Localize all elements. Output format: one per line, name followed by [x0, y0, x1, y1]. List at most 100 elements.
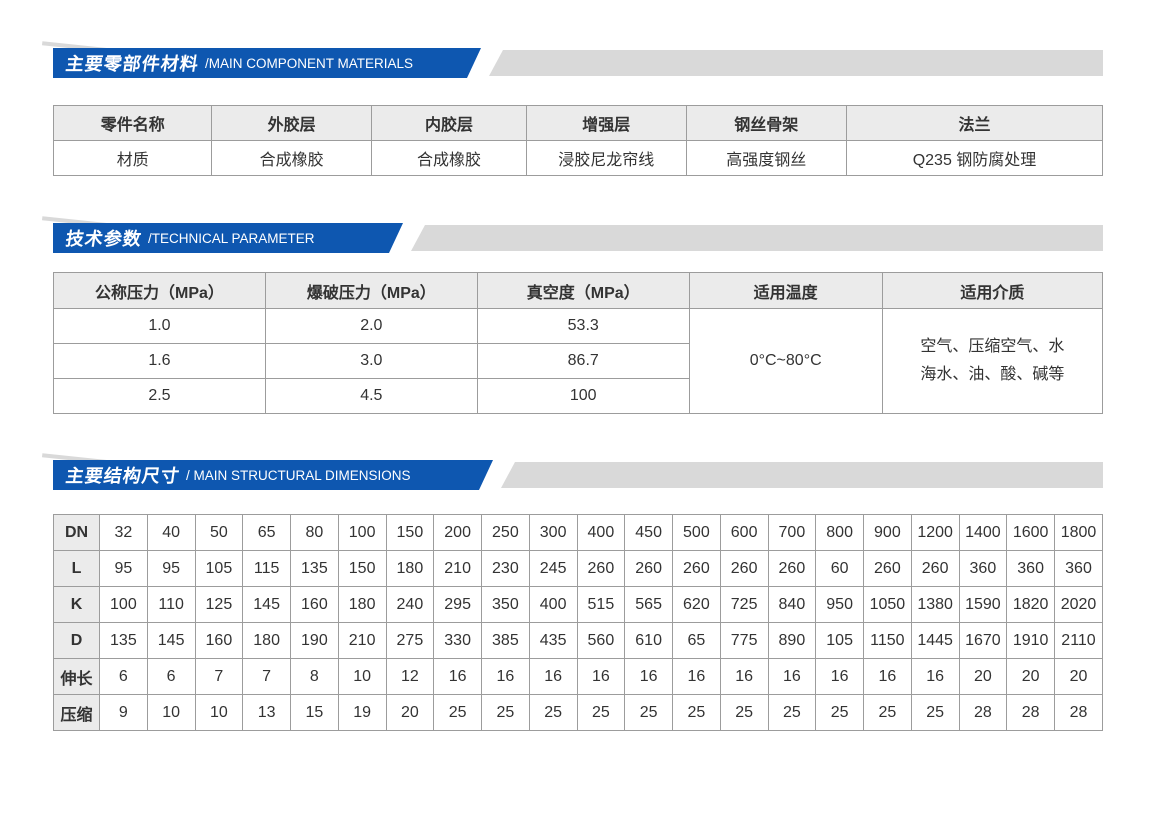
dimension-cell: 350 — [481, 586, 530, 623]
dimension-cell: 25 — [576, 694, 626, 731]
table-row: 2.5 4.5 100 — [53, 378, 1103, 414]
dimension-cell: 6 — [146, 658, 196, 695]
dimension-cell: 775 — [719, 622, 769, 659]
dimension-cell: 260 — [863, 550, 912, 587]
dimension-cell: 400 — [528, 586, 578, 623]
dimension-cell: 16 — [672, 658, 721, 695]
dimension-row-label: L — [53, 550, 100, 587]
dimension-cell: 900 — [863, 514, 912, 551]
dimension-cell: 1600 — [1006, 514, 1055, 551]
table-row: L 95 95 105 115 135 150 180 210 230 245 260 260 260 26… — [53, 550, 1103, 587]
materials-cell: 合成橡胶 — [211, 140, 372, 176]
dimension-cell: 1670 — [958, 622, 1008, 659]
materials-cell: 合成橡胶 — [370, 140, 528, 176]
pressure-cell: 4.5 — [264, 378, 478, 414]
technical-col-header: 适用介质 — [881, 272, 1104, 309]
dimension-cell: 15 — [290, 694, 339, 731]
dimension-cell: 500 — [672, 514, 721, 551]
dimension-cell: 16 — [767, 658, 817, 695]
dimension-cell: 260 — [767, 550, 817, 587]
pressure-cell: 1.6 — [53, 343, 266, 379]
dimension-cell: 16 — [719, 658, 769, 695]
technical-header-row: 公称压力（MPa） 爆破压力（MPa） 真空度（MPa） 适用温度 适用介质 — [53, 272, 1104, 309]
dimension-cell: 25 — [863, 694, 912, 731]
dimension-cell: 145 — [146, 622, 196, 659]
dimension-cell: 110 — [146, 586, 196, 623]
materials-cell: Q235 钢防腐处理 — [846, 140, 1103, 176]
dimension-row-label: K — [53, 586, 100, 623]
dimensions-title-zh: 主要结构尺寸 — [64, 466, 182, 486]
dimension-cell: 450 — [624, 514, 673, 551]
dimension-cell: 16 — [433, 658, 482, 695]
pressure-cell: 2.5 — [53, 378, 266, 414]
dimension-cell: 1050 — [863, 586, 912, 623]
materials-col-header: 增强层 — [526, 105, 687, 141]
materials-col-header: 钢丝骨架 — [685, 105, 848, 141]
pressure-cell: 53.3 — [476, 308, 690, 344]
dimension-cell: 1590 — [958, 586, 1008, 623]
dimension-cell: 260 — [719, 550, 769, 587]
dimension-cell: 230 — [481, 550, 530, 587]
materials-col-header: 法兰 — [846, 105, 1103, 141]
dimension-cell: 28 — [1006, 694, 1055, 731]
dimension-cell: 180 — [385, 550, 435, 587]
dimension-cell: 25 — [528, 694, 578, 731]
dimension-cell: 1380 — [910, 586, 960, 623]
materials-cell: 材质 — [52, 140, 213, 176]
dimension-cell: 200 — [433, 514, 482, 551]
pressure-cell: 2.0 — [264, 308, 478, 344]
dimension-cell: 260 — [624, 550, 673, 587]
dimension-cell: 240 — [385, 586, 435, 623]
dimension-cell: 65 — [672, 622, 721, 659]
dimension-cell: 95 — [146, 550, 196, 587]
dimension-cell: 6 — [99, 658, 148, 695]
dimension-cell: 180 — [337, 586, 387, 623]
dimension-cell: 725 — [719, 586, 769, 623]
dimension-cell: 32 — [99, 514, 148, 551]
dimensions-table: DN 32 40 50 65 80 100 150 200 250 300 400 450 500 600 7… — [53, 514, 1103, 731]
dimensions-banner: 主要结构尺寸 / MAIN STRUCTURAL DIMENSIONS — [53, 460, 493, 490]
dimension-cell: 20 — [1006, 658, 1055, 695]
dimension-cell: 160 — [194, 622, 244, 659]
dimension-row-label: 伸长 — [53, 658, 100, 695]
table-row: 材质 合成橡胶 合成橡胶 浸胶尼龙帘线 高强度钢丝 Q235 钢防腐处理 — [52, 140, 1103, 176]
dimension-cell: 2110 — [1054, 622, 1103, 659]
dimension-cell: 515 — [576, 586, 626, 623]
dimension-cell: 1200 — [910, 514, 960, 551]
technical-body: 1.0 2.0 53.3 0°C~80°C 空气、压缩空气、水 海水、油、酸、碱等 1.6… — [53, 308, 1104, 414]
dimension-cell: 840 — [767, 586, 817, 623]
dimension-cell: 295 — [433, 586, 482, 623]
technical-title-zh: 技术参数 — [64, 229, 144, 249]
dimension-cell: 25 — [481, 694, 530, 731]
dimension-cell: 620 — [672, 586, 721, 623]
materials-banner: 主要零部件材料 /MAIN COMPONENT MATERIALS — [53, 48, 481, 78]
dimension-cell: 25 — [672, 694, 721, 731]
dimension-cell: 8 — [290, 658, 339, 695]
dimension-cell: 1445 — [910, 622, 960, 659]
dimension-cell: 210 — [337, 622, 387, 659]
dimension-cell: 16 — [624, 658, 673, 695]
dimension-cell: 1910 — [1006, 622, 1055, 659]
pressure-cell: 1.0 — [53, 308, 266, 344]
materials-body: 材质 合成橡胶 合成橡胶 浸胶尼龙帘线 高强度钢丝 Q235 钢防腐处理 — [52, 140, 1103, 176]
table-row: DN 32 40 50 65 80 100 150 200 250 300 400 450 500 600 7… — [53, 514, 1103, 551]
materials-table: 零件名称 外胶层 内胶层 增强层 钢丝骨架 法兰 材质 合成橡胶 合成橡胶 浸胶尼龙帘线 高强度钢… — [52, 105, 1103, 176]
spec-sheet: 主要零部件材料 /MAIN COMPONENT MATERIALS 零件名称 外胶… — [41, 41, 1104, 731]
dimension-cell: 150 — [337, 550, 387, 587]
dimension-cell: 40 — [146, 514, 196, 551]
dimension-cell: 250 — [481, 514, 530, 551]
table-row: 压缩 9 10 10 13 15 19 20 25 25 25 25 25 25 25 25 25 25 25 28 2… — [53, 694, 1103, 731]
dimension-cell: 16 — [528, 658, 578, 695]
dimension-cell: 245 — [528, 550, 578, 587]
table-row: 伸长 6 6 7 7 8 10 12 16 16 16 16 16 16 16 16 16 16 16 20 20 20 — [53, 658, 1103, 695]
materials-col-header: 零件名称 — [52, 105, 213, 141]
dimension-cell: 190 — [290, 622, 339, 659]
dimension-cell: 300 — [528, 514, 578, 551]
dimension-cell: 260 — [910, 550, 960, 587]
dimension-cell: 135 — [290, 550, 339, 587]
pressure-cell: 100 — [476, 378, 690, 414]
banner-gray-strip — [411, 225, 1103, 251]
dimension-cell: 20 — [385, 694, 435, 731]
materials-col-header: 外胶层 — [211, 105, 372, 141]
dimension-cell: 105 — [194, 550, 244, 587]
